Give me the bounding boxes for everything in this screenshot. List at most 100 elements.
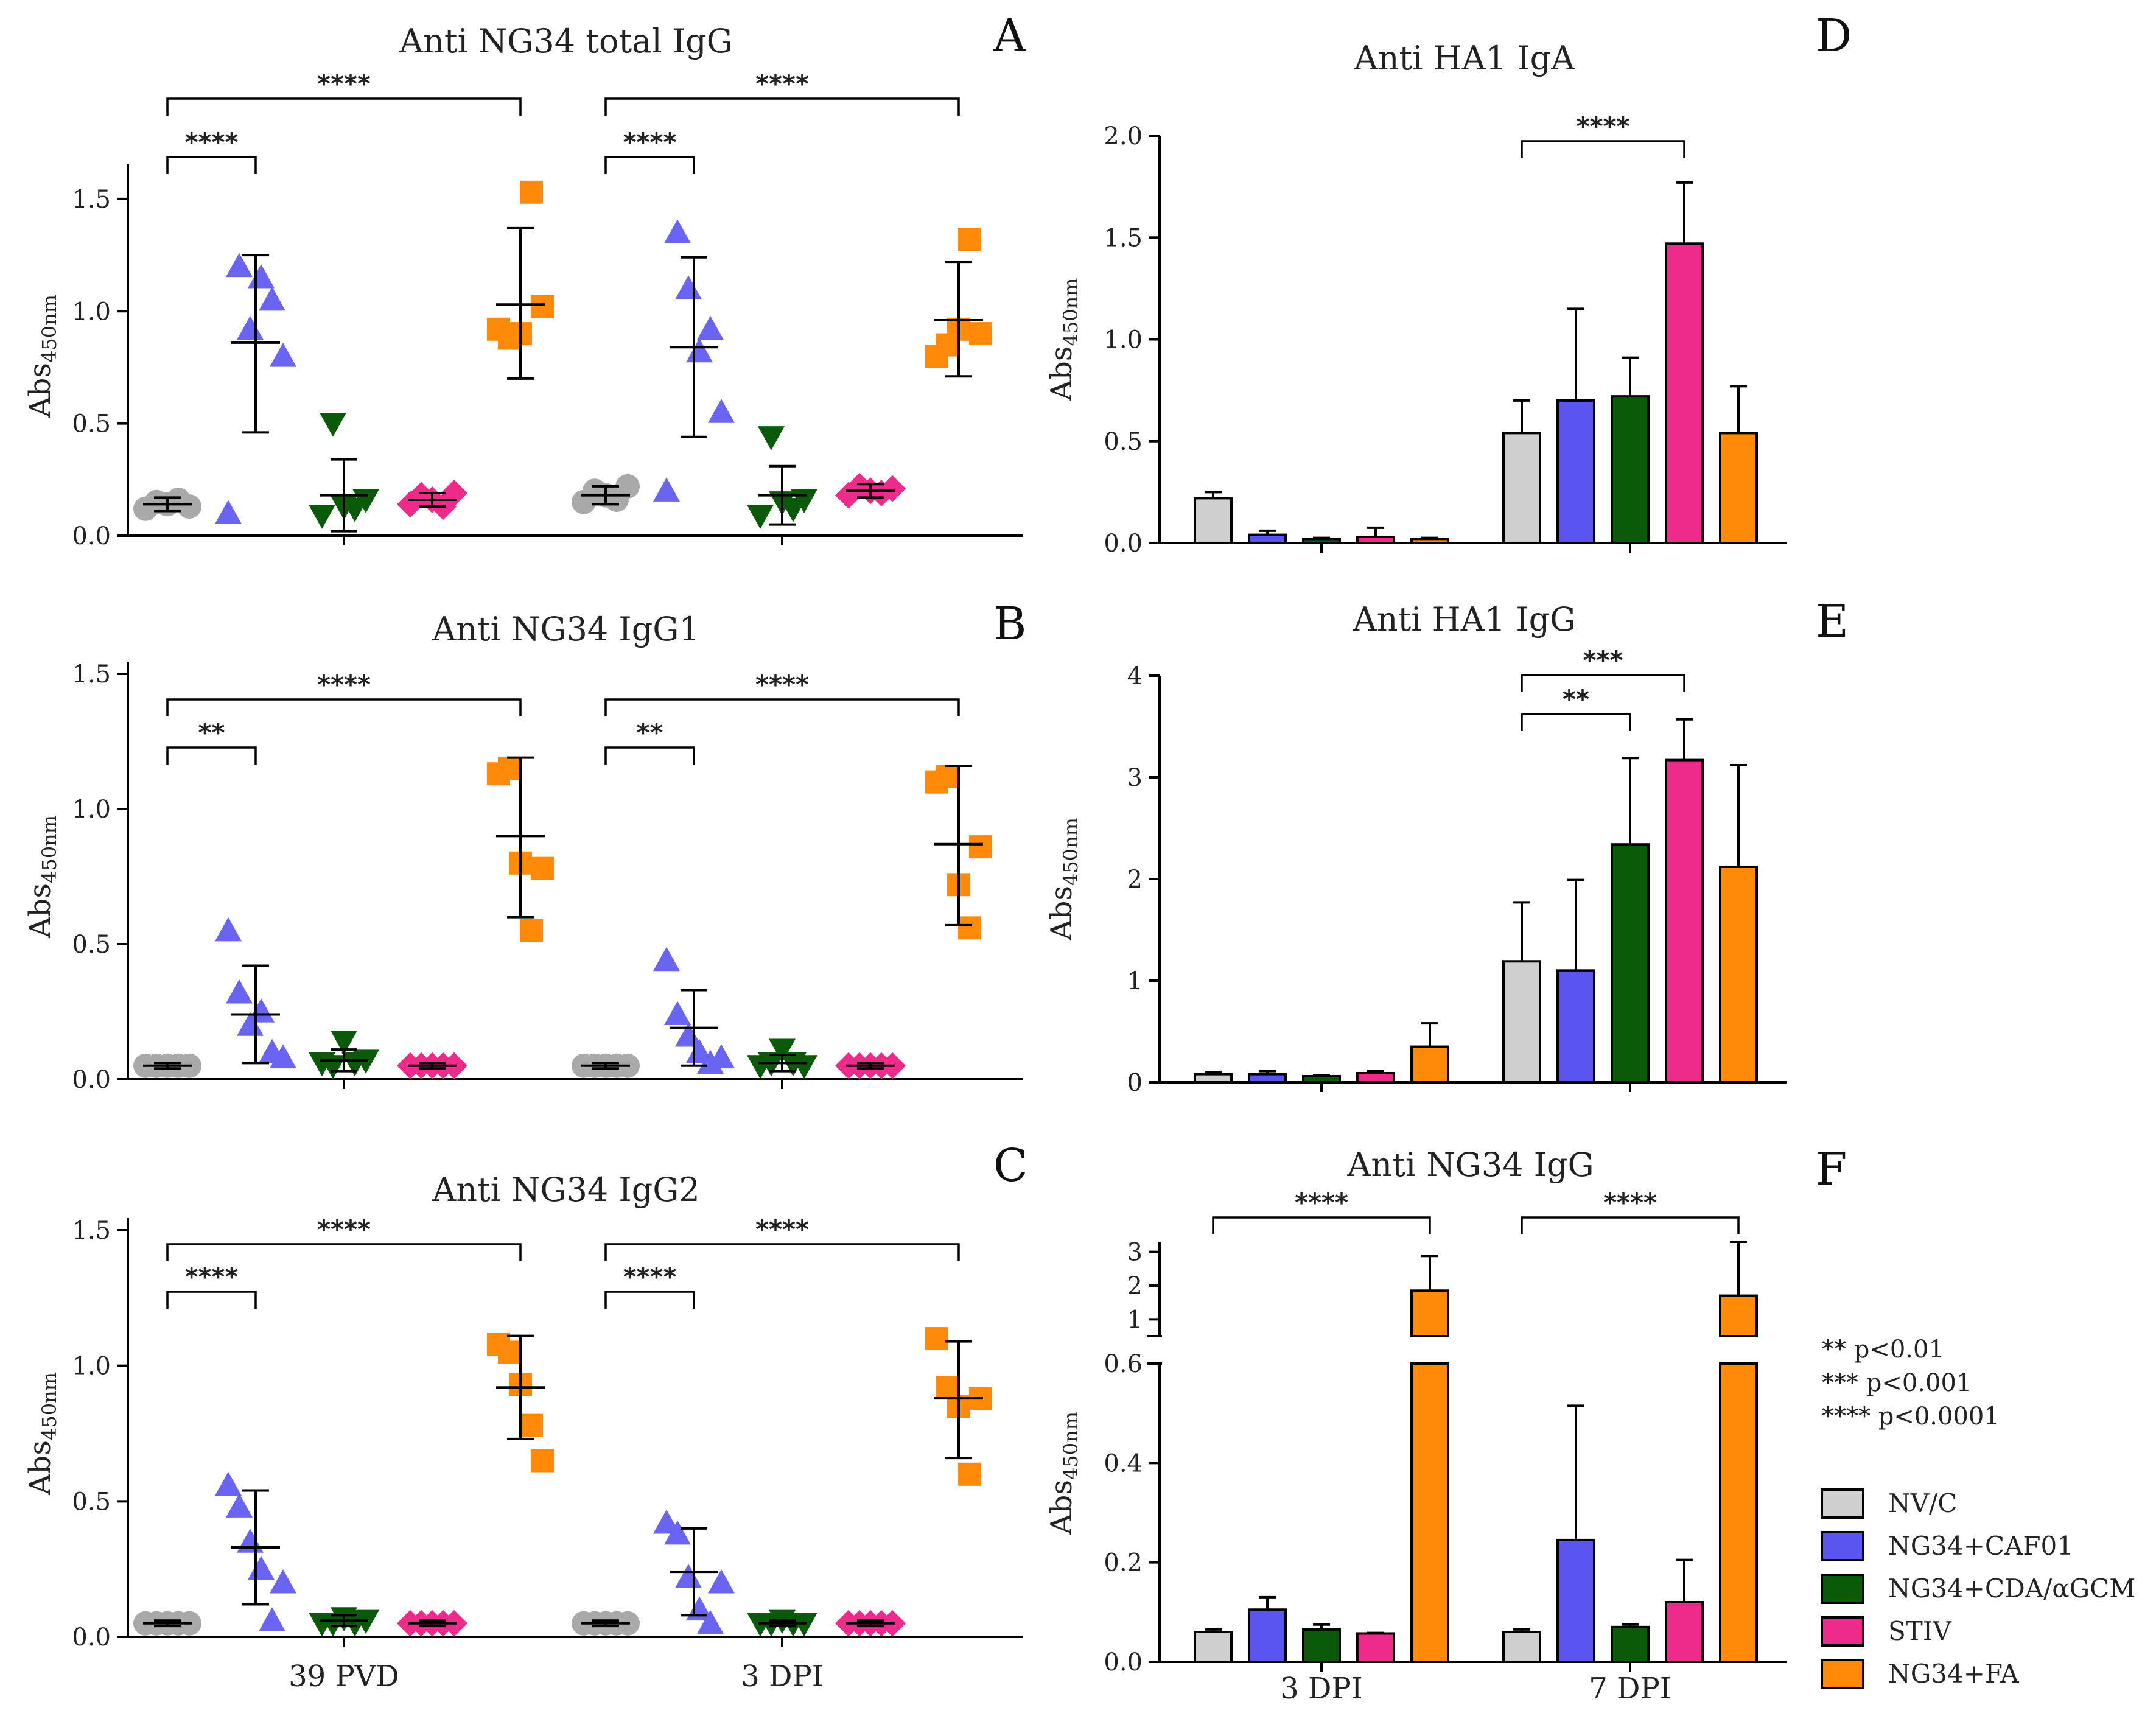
panel-a-point-ng34-caf01: [675, 275, 702, 299]
panel-f-ytick-label: 0.4: [1104, 1449, 1143, 1477]
panel-b-bracket-3-label: ****: [755, 670, 809, 699]
ylabel-base: Abs: [1045, 1480, 1079, 1535]
panel-a-point-nv-c: [177, 494, 201, 519]
panel-c-bracket-2: [604, 1291, 695, 1309]
panel-b-point-ng34-caf01: [653, 947, 680, 972]
panel-a-point-ng34-caf01: [697, 315, 724, 340]
panel-b-point-ng34-fa: [498, 757, 521, 780]
panel-c-bracket-3-label: ****: [755, 1214, 809, 1244]
panel-f-bracket-1: [1521, 1216, 1740, 1234]
panel-a-point-ng34-cda-gcm: [747, 505, 774, 529]
panel-f-xlabel-7-dpi: 7 DPI: [1589, 1672, 1671, 1706]
panel-f-bar-ng34-caf01: [1248, 1608, 1287, 1663]
panel-e-bar-ng34-caf01: [1248, 1073, 1287, 1084]
panel-b-point-ng34-cda-gcm: [758, 1052, 785, 1077]
panel-f-bar-ng34-cda-gcm: [1302, 1628, 1341, 1664]
panel-b-bracket-2-label: **: [637, 718, 663, 748]
panel-b-point-ng34-caf01: [248, 998, 275, 1023]
panel-c-xlabel-39-pvd: 39 PVD: [289, 1659, 399, 1693]
panel-d-ytick-label: 2.0: [1104, 122, 1143, 150]
panel-f-bar-ng34-cda-gcm: [1611, 1625, 1650, 1663]
panel-b-point-ng34-fa: [969, 835, 992, 859]
panel-f-ytick-label: 0.6: [1104, 1350, 1143, 1378]
panel-b-point-ng34-caf01: [215, 917, 242, 942]
panel-d-ylabel: Abs450nm: [1045, 278, 1082, 401]
ylabel-base: Abs: [1045, 346, 1079, 402]
panel-a-point-ng34-caf01: [653, 477, 680, 502]
panel-a-title: Anti NG34 total IgG: [399, 22, 733, 60]
panel-c-point-ng34-fa: [498, 1340, 521, 1364]
panel-b-ytick-label: 1.0: [72, 796, 111, 824]
panel-a-point-ng34-caf01: [226, 253, 253, 278]
panel-f-xlabel-3-dpi: 3 DPI: [1280, 1672, 1363, 1706]
ylabel-subscript: 450nm: [1059, 278, 1082, 346]
ylabel-subscript: 450nm: [38, 815, 61, 883]
panel-b-scatter: Anti NG34 IgG1 B 0.00.51.01.5***********…: [23, 598, 1026, 1094]
legend-label-cda: NG34+CDA/αGCM: [1888, 1574, 2135, 1603]
panel-b-point-ng34-caf01: [664, 1001, 691, 1026]
panel-b-ytick-label: 1.5: [72, 660, 111, 688]
panel-a-scatter: Anti NG34 total IgG A 0.0 0.5 1.0 1.5 **** **…: [23, 10, 1027, 550]
panel-c-point-ng34-fa: [520, 1413, 543, 1437]
panel-d-bracket-0-label: ****: [1577, 111, 1630, 141]
panel-d-bracket-0: [1521, 140, 1685, 158]
pvalue-note-4star: **** p<0.0001: [1822, 1403, 2000, 1431]
panel-a-bracket-3: [604, 97, 960, 116]
panel-a-point-ng34-fa: [531, 295, 554, 318]
panel-e-bar-ng34-fa: [1410, 1045, 1449, 1084]
panel-c-bracket-2-label: ****: [623, 1262, 677, 1292]
panel-c-bracket-1: [166, 1243, 522, 1261]
panel-c-point-ng34-caf01: [653, 1509, 680, 1534]
panel-d-bar-ng34-caf01: [1248, 533, 1287, 544]
panel-f-ytick-label-upper: 2: [1127, 1272, 1143, 1300]
panel-e-letter: E: [1816, 595, 1849, 648]
panel-e-bracket-0-label: **: [1563, 684, 1589, 714]
panel-a-point-ng34-cda-gcm: [320, 413, 346, 437]
panel-d-bar-stiv: [1356, 535, 1395, 545]
panel-d-bar-ng34-fa: [1410, 538, 1449, 544]
panel-a-point-ng34-caf01: [708, 399, 735, 423]
panel-c-point-ng34-caf01: [697, 1609, 724, 1634]
panel-f-bar: Anti NG34 IgG F 0.0 0.2 0.4 0.6 1 2 3 3 DPI 7 DP…: [1045, 1143, 1847, 1706]
pvalue-note-2star: ** p<0.01: [1822, 1336, 1944, 1364]
panel-a-bracket-0-label: ****: [185, 127, 239, 157]
panel-a-bracket-2: [604, 156, 695, 174]
panel-f-bar-ng34-fa-upper: [1719, 1294, 1758, 1338]
panel-e-bar-ng34-cda-gcm: [1302, 1074, 1341, 1084]
panel-a-point-ng34-caf01: [270, 343, 296, 367]
panel-c-ytick-label: 0.0: [72, 1623, 111, 1651]
panel-f-bar-ng34-fa-lower: [1410, 1362, 1449, 1663]
panel-d-bar-ng34-caf01: [1556, 399, 1595, 544]
panel-b-title: Anti NG34 IgG1: [432, 610, 700, 648]
panel-d-bar-ng34-cda-gcm: [1302, 538, 1341, 544]
panel-a-point-nv-c: [615, 474, 640, 499]
panel-d-ytick-label: 1.0: [1104, 326, 1143, 354]
legend-label-fa: NG34+FA: [1888, 1659, 2019, 1689]
panel-c-bracket-0: [166, 1291, 257, 1309]
panel-f-letter: F: [1816, 1143, 1847, 1196]
legend-swatch-fa: [1821, 1659, 1864, 1689]
legend-swatch-caf01: [1821, 1531, 1864, 1561]
legend-swatch-cda: [1821, 1574, 1864, 1604]
panel-b-point-ng34-caf01: [270, 1044, 296, 1069]
panel-a-point-ng34-caf01: [686, 338, 713, 363]
panel-a-ylabel: Abs450nm: [23, 295, 61, 418]
panel-f-ytick-label-upper: 1: [1127, 1306, 1143, 1334]
panel-c-point-ng34-caf01: [248, 1555, 275, 1580]
panel-a-point-ng34-caf01: [259, 286, 285, 311]
panel-c-ytick-label: 1.5: [72, 1217, 111, 1245]
panel-b-bracket-2: [604, 746, 695, 765]
panel-a-bracket-3-label: ****: [755, 69, 809, 99]
legend-swatch-stiv: [1821, 1616, 1864, 1647]
panel-a-ytick-label: 0.5: [72, 410, 111, 438]
panel-c-point-ng34-caf01: [237, 1529, 264, 1553]
panel-b-point-ng34-cda-gcm: [352, 1049, 379, 1074]
panel-e-ytick-label: 2: [1127, 866, 1143, 894]
panel-a-bracket-0: [166, 156, 257, 174]
panel-b-ytick-label: 0.5: [72, 931, 111, 959]
panel-c-point-ng34-fa: [925, 1327, 948, 1351]
panel-a-point-ng34-caf01: [237, 315, 264, 340]
panel-f-bar-ng34-fa-lower: [1719, 1362, 1758, 1663]
panel-f-bracket-0: [1212, 1216, 1431, 1234]
